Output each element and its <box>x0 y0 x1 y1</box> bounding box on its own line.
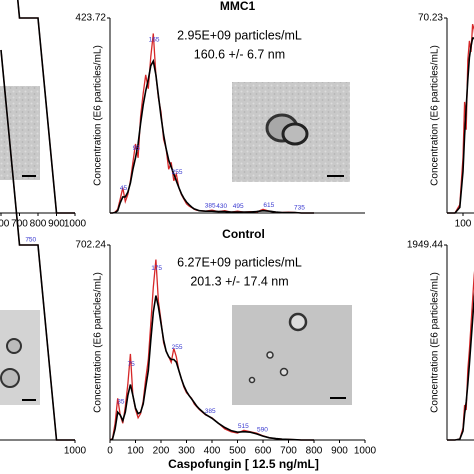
chart-title: MMC1 <box>220 0 256 13</box>
y-tick-label: 70.23 <box>418 13 443 24</box>
y-axis-label: Concentration (E6 particles/mL) <box>430 45 441 186</box>
x-tick-label: 600 <box>255 446 272 457</box>
x-tick-label: 400 <box>204 446 221 457</box>
x-tick-label: 800 <box>30 219 47 230</box>
peak-label: 385 <box>205 408 216 415</box>
peak-label: 255 <box>172 169 183 176</box>
micrograph <box>232 82 350 182</box>
x-axis-label: Caspofungin [ 12.5 ng/mL] <box>168 457 319 471</box>
y-axis-label: Concentration (E6 particles/mL) <box>430 272 441 413</box>
x-tick-label: 1000 <box>64 446 87 457</box>
series-line <box>16 0 75 214</box>
x-tick-label: 700 <box>280 446 297 457</box>
y-axis-label: Concentration (E6 particles/mL) <box>93 272 104 413</box>
peak-label: 45 <box>120 185 128 192</box>
x-tick-label: 700 <box>11 219 28 230</box>
x-tick-label: 800 <box>306 446 323 457</box>
peak-label: 175 <box>151 265 162 272</box>
series-line <box>110 58 314 214</box>
x-tick-label: 100 <box>455 219 472 230</box>
annotation: 160.6 +/- 6.7 nm <box>194 47 285 61</box>
series-line <box>0 49 75 441</box>
micrograph <box>232 305 352 405</box>
peak-label: 495 <box>233 203 244 210</box>
peak-label: 165 <box>149 37 160 44</box>
peak-label: 75 <box>128 361 136 368</box>
x-tick-label: 300 <box>178 446 195 457</box>
annotation: 6.27E+09 particles/mL <box>177 255 302 269</box>
series-line <box>447 37 474 214</box>
peak-label: 615 <box>263 202 274 209</box>
x-tick-label: 0 <box>107 446 113 457</box>
peak-label: 735 <box>294 204 305 211</box>
y-tick-label: 423.72 <box>75 13 106 24</box>
x-tick-label: 1000 <box>64 219 87 230</box>
peak-label: 35 <box>117 398 125 405</box>
x-tick-label: 200 <box>153 446 170 457</box>
y-tick-label: 702.24 <box>75 240 106 251</box>
peak-label: 590 <box>257 426 268 433</box>
x-tick-label: 500 <box>229 446 246 457</box>
y-tick-label: 1949.44 <box>407 240 444 251</box>
x-tick-label: 900 <box>48 219 65 230</box>
annotation: 201.3 +/- 17.4 nm <box>190 274 288 288</box>
peak-label: 385 <box>205 203 216 210</box>
x-tick-label: 1000 <box>354 446 377 457</box>
x-axis-label: Control <box>222 227 265 241</box>
y-axis-label: Concentration (E6 particles/mL) <box>93 45 104 186</box>
x-tick-label: 900 <box>331 446 348 457</box>
peak-label: 515 <box>238 423 249 430</box>
x-tick-label: 100 <box>127 446 144 457</box>
x-tick-label: 600 <box>0 219 10 230</box>
peak-label: 430 <box>216 203 227 210</box>
annotation: 2.95E+09 particles/mL <box>177 28 302 42</box>
micrograph <box>0 310 40 405</box>
peak-label: 750 <box>25 237 36 244</box>
peak-label: 95 <box>133 145 141 152</box>
series-line <box>447 291 474 441</box>
series-line <box>109 295 314 441</box>
peak-label: 255 <box>172 344 183 351</box>
